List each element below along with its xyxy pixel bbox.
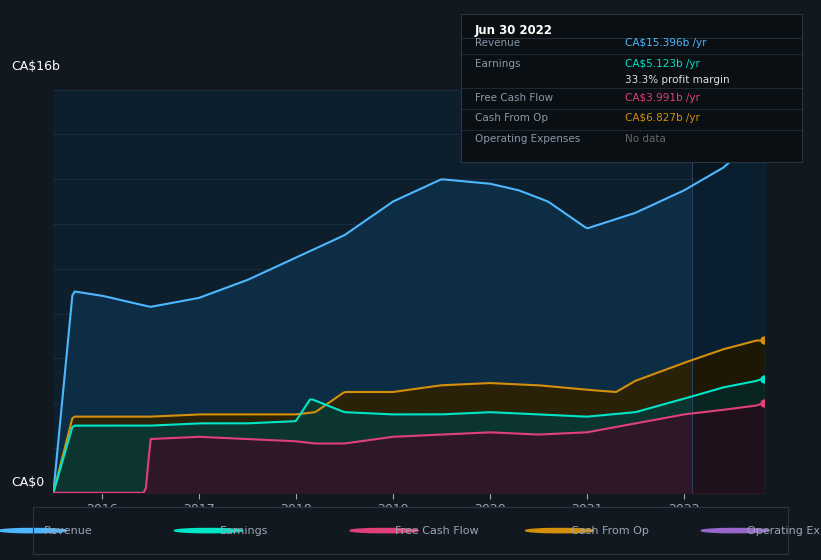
Text: Cash From Op: Cash From Op [475, 114, 548, 123]
Text: Operating Expenses: Operating Expenses [475, 134, 580, 144]
Text: CA$16b: CA$16b [11, 60, 60, 73]
Text: Operating Expenses: Operating Expenses [746, 526, 821, 535]
Text: CA$3.991b /yr: CA$3.991b /yr [625, 92, 699, 102]
Text: Cash From Op: Cash From Op [571, 526, 649, 535]
Text: CA$6.827b /yr: CA$6.827b /yr [625, 114, 699, 123]
Circle shape [525, 529, 594, 533]
Text: Revenue: Revenue [475, 38, 521, 48]
Text: Free Cash Flow: Free Cash Flow [396, 526, 479, 535]
Circle shape [174, 529, 242, 533]
Circle shape [701, 529, 769, 533]
Text: Revenue: Revenue [44, 526, 93, 535]
Text: No data: No data [625, 134, 666, 144]
Circle shape [0, 529, 67, 533]
Text: Free Cash Flow: Free Cash Flow [475, 92, 553, 102]
Bar [692, 90, 764, 493]
Text: Earnings: Earnings [475, 59, 521, 68]
Text: CA$5.123b /yr: CA$5.123b /yr [625, 59, 699, 68]
Text: Earnings: Earnings [220, 526, 268, 535]
Circle shape [350, 529, 418, 533]
Text: 33.3% profit margin: 33.3% profit margin [625, 75, 730, 85]
Text: CA$15.396b /yr: CA$15.396b /yr [625, 38, 706, 48]
Text: Jun 30 2022: Jun 30 2022 [475, 25, 553, 38]
Text: CA$0: CA$0 [11, 476, 44, 489]
